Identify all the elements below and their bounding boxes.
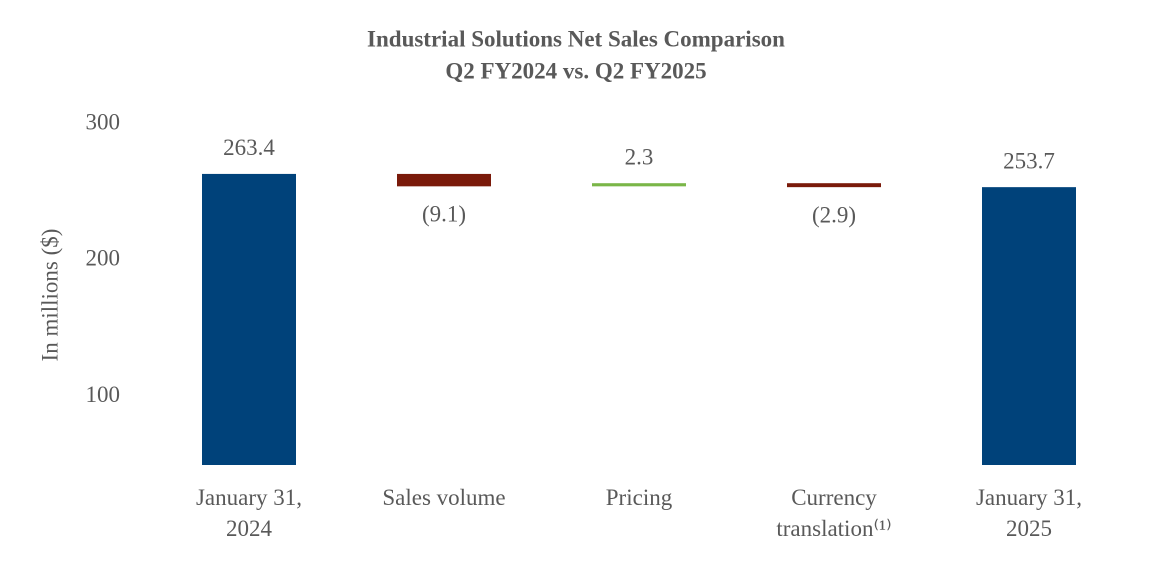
chart-title: Industrial Solutions Net Sales Compariso… bbox=[367, 26, 785, 51]
x-tick-label: Sales volume bbox=[382, 485, 506, 510]
chart-subtitle: Q2 FY2024 vs. Q2 FY2025 bbox=[445, 58, 706, 83]
value-label: (2.9) bbox=[812, 202, 856, 227]
bar bbox=[787, 183, 881, 188]
y-tick-label: 100 bbox=[86, 382, 121, 407]
y-tick-label: 200 bbox=[86, 246, 121, 271]
value-label: 2.3 bbox=[625, 144, 654, 169]
x-tick-label: January 31, 2024 bbox=[195, 485, 303, 541]
x-tick-label: Currency translation⁽¹⁾ bbox=[776, 485, 892, 541]
bar bbox=[202, 173, 296, 465]
x-tick-label: Pricing bbox=[605, 485, 673, 510]
bar bbox=[982, 187, 1076, 465]
value-label: 253.7 bbox=[1003, 148, 1055, 173]
y-axis-title: In millions ($) bbox=[37, 229, 62, 362]
y-tick-label: 300 bbox=[86, 109, 121, 134]
value-label: 263.4 bbox=[223, 135, 275, 160]
bar bbox=[397, 173, 491, 187]
bar bbox=[592, 183, 686, 187]
value-label: (9.1) bbox=[422, 202, 466, 227]
x-tick-label: January 31, 2025 bbox=[975, 485, 1083, 541]
